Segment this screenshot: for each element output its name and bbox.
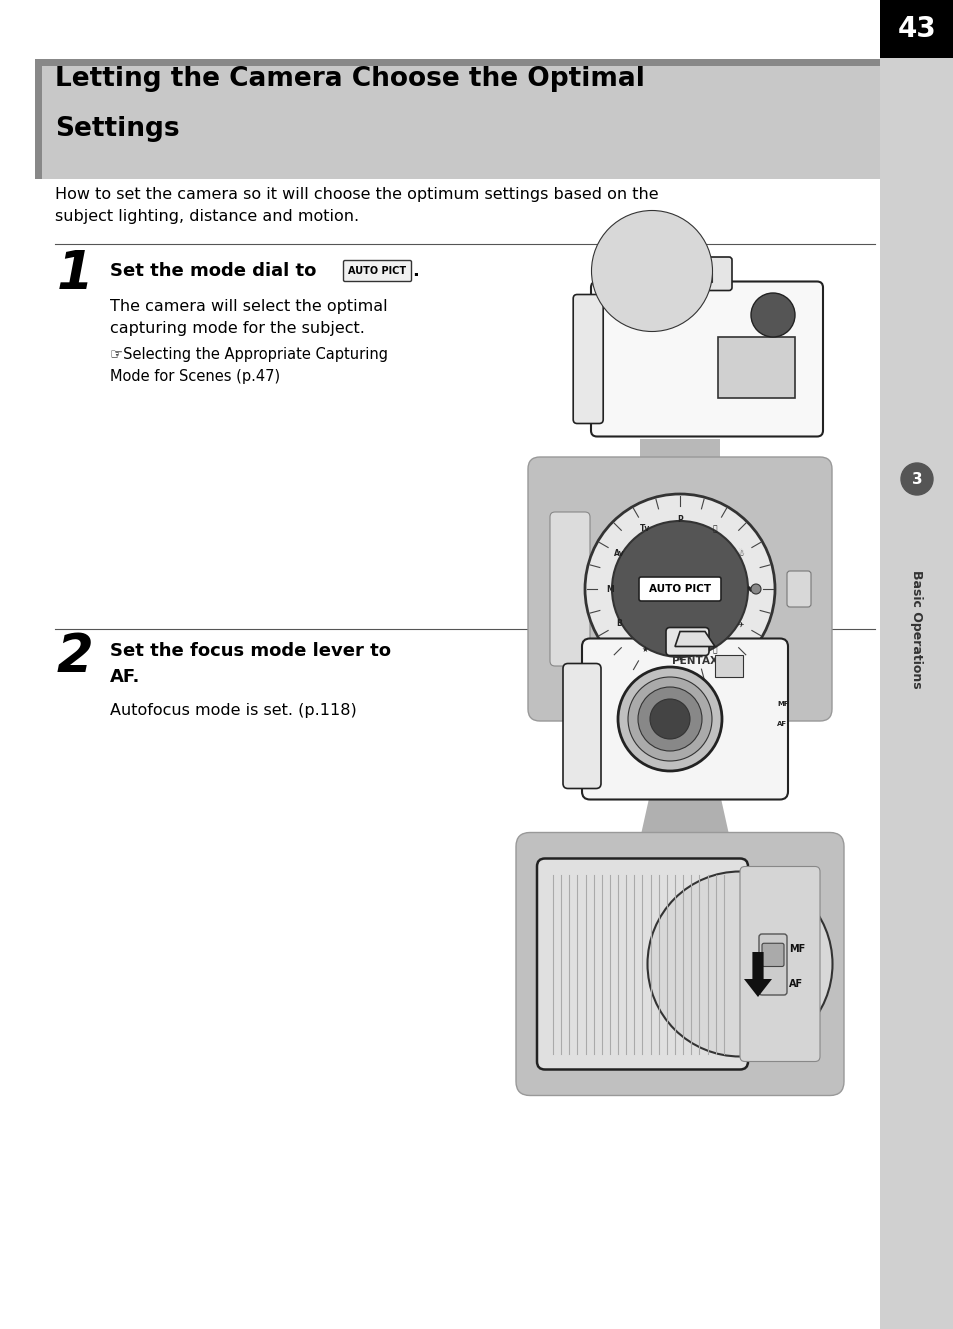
Bar <box>35 58 879 179</box>
Text: ♥: ♥ <box>746 585 753 594</box>
Circle shape <box>620 241 682 302</box>
Text: Autofocus mode is set. (p.118): Autofocus mode is set. (p.118) <box>110 703 356 719</box>
Text: MF: MF <box>788 944 804 954</box>
Text: AF.: AF. <box>110 668 140 686</box>
Bar <box>879 0 953 1329</box>
Text: Tv: Tv <box>639 524 650 533</box>
Text: ★: ★ <box>640 645 648 654</box>
Text: Av: Av <box>614 549 624 558</box>
Text: How to set the camera so it will choose the optimum settings based on the: How to set the camera so it will choose … <box>55 186 658 202</box>
FancyBboxPatch shape <box>573 295 602 424</box>
Text: subject lighting, distance and motion.: subject lighting, distance and motion. <box>55 210 358 225</box>
Circle shape <box>602 222 700 320</box>
Bar <box>879 0 953 58</box>
Polygon shape <box>639 439 720 509</box>
Text: 2: 2 <box>57 631 93 683</box>
Text: 1: 1 <box>57 249 93 300</box>
Text: ✈: ✈ <box>737 619 743 629</box>
Circle shape <box>632 251 671 291</box>
Text: .: . <box>412 262 418 280</box>
FancyBboxPatch shape <box>665 627 708 655</box>
Text: 3: 3 <box>911 472 922 486</box>
Bar <box>679 274 712 282</box>
Text: AF: AF <box>788 979 802 989</box>
Text: The camera will select the optimal: The camera will select the optimal <box>110 299 387 315</box>
FancyBboxPatch shape <box>581 638 787 800</box>
Circle shape <box>900 462 932 494</box>
Circle shape <box>649 699 689 739</box>
Bar <box>714 655 742 676</box>
Text: Letting the Camera Choose the Optimal: Letting the Camera Choose the Optimal <box>55 66 644 92</box>
Text: MF: MF <box>776 700 788 707</box>
Text: Basic Operations: Basic Operations <box>909 570 923 688</box>
FancyBboxPatch shape <box>527 457 831 722</box>
FancyBboxPatch shape <box>537 859 747 1070</box>
Circle shape <box>638 687 701 751</box>
Polygon shape <box>675 631 714 646</box>
Bar <box>35 58 879 66</box>
Text: ☃: ☃ <box>737 549 743 558</box>
Text: AF: AF <box>776 722 786 727</box>
Circle shape <box>618 667 721 771</box>
Bar <box>35 58 42 179</box>
FancyBboxPatch shape <box>516 832 843 1095</box>
Circle shape <box>750 583 760 594</box>
Circle shape <box>750 292 794 338</box>
Text: capturing mode for the subject.: capturing mode for the subject. <box>110 322 364 336</box>
Text: PENTAX: PENTAX <box>671 657 718 666</box>
FancyBboxPatch shape <box>740 867 820 1062</box>
Text: ⛰: ⛰ <box>712 645 717 654</box>
Polygon shape <box>743 952 771 997</box>
Text: P: P <box>677 514 682 524</box>
Text: M: M <box>605 585 613 594</box>
Text: AUTO PICT: AUTO PICT <box>348 266 406 276</box>
FancyBboxPatch shape <box>759 934 786 995</box>
Text: Set the focus mode lever to: Set the focus mode lever to <box>110 642 391 661</box>
FancyBboxPatch shape <box>670 256 731 291</box>
FancyBboxPatch shape <box>343 260 411 282</box>
Text: ☞Selecting the Appropriate Capturing: ☞Selecting the Appropriate Capturing <box>110 347 388 361</box>
Bar <box>718 338 794 397</box>
Circle shape <box>591 210 712 331</box>
Circle shape <box>627 676 711 762</box>
Text: 43: 43 <box>897 15 936 43</box>
FancyBboxPatch shape <box>761 944 783 966</box>
Circle shape <box>647 872 832 1057</box>
FancyBboxPatch shape <box>562 663 600 788</box>
Text: Set the mode dial to: Set the mode dial to <box>110 262 322 280</box>
FancyBboxPatch shape <box>590 282 822 436</box>
FancyBboxPatch shape <box>550 512 589 666</box>
Circle shape <box>610 229 693 312</box>
Polygon shape <box>639 793 729 839</box>
Text: ⛹: ⛹ <box>712 524 717 533</box>
Text: ☀: ☀ <box>676 654 682 663</box>
Circle shape <box>612 521 747 657</box>
FancyBboxPatch shape <box>639 577 720 601</box>
Text: B: B <box>616 619 621 629</box>
Circle shape <box>584 494 774 684</box>
FancyBboxPatch shape <box>786 571 810 607</box>
Text: Settings: Settings <box>55 116 179 142</box>
Text: Mode for Scenes (p.47): Mode for Scenes (p.47) <box>110 368 280 384</box>
Text: AUTO PICT: AUTO PICT <box>648 583 710 594</box>
